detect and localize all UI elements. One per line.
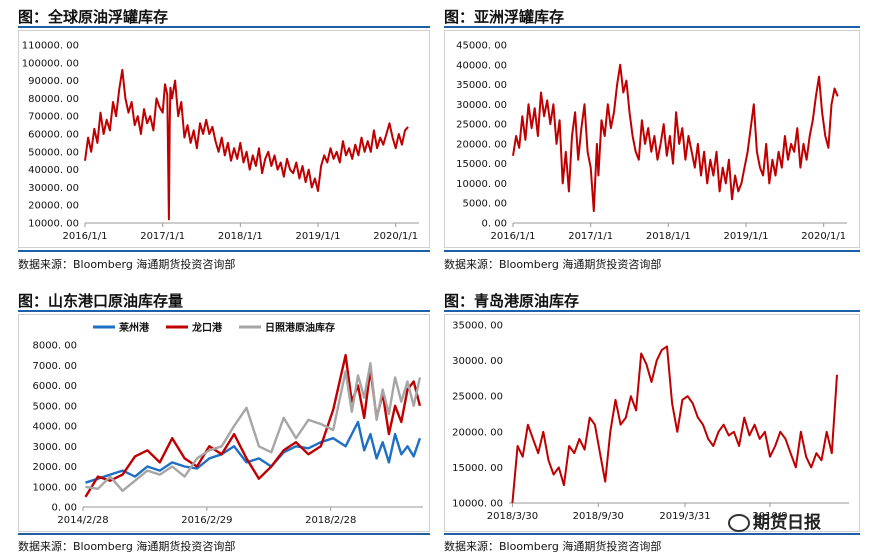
y-tick-label: 25000. 00 [452,392,503,403]
x-tick-label: 2016/2/29 [181,515,232,526]
panel-qingdao: 图：青岛港原油库存 10000. 00 15000. 00 20000. 00 250… [444,290,860,556]
source-rule [444,250,860,252]
y-tick-label: 15000. 00 [452,463,503,474]
x-tick-label: 2014/2/28 [57,515,108,526]
chart-global: 10000. 00 20000. 00 30000. 00 40000. 00 5000… [22,41,419,242]
y-tick-label: 100000. 00 [22,58,79,69]
y-tick-label: 60000. 00 [28,130,79,141]
y-tick-label: 110000. 00 [22,41,79,52]
x-tick-label: 2019/9 [752,511,787,522]
y-tick-label: 20000. 00 [452,427,503,438]
y-tick-label: 4000. 00 [32,422,77,433]
legend-label: 日照港原油库存 [265,321,335,334]
x-tick-label: 2020/1/1 [373,231,418,242]
y-tick-label: 30000. 00 [456,100,507,111]
x-tick-label: 2016/1/1 [491,231,536,242]
chart-title: 图：山东港口原油库存量 [18,292,184,310]
x-tick-label: 2018/9/30 [573,511,624,522]
y-tick-label: 3000. 00 [32,442,77,453]
x-tick-label: 2017/1/1 [568,231,613,242]
series-line-0 [512,63,839,213]
y-tick-label: 20000. 00 [28,201,79,212]
panel-shandong: 图：山东港口原油库存量 0. 00 1000. 00 2000. 00 3000. 0… [18,290,430,556]
x-tick-label: 2020/1/1 [801,231,846,242]
y-tick-label: 7000. 00 [32,361,77,372]
y-tick-label: 30000. 00 [452,356,503,367]
x-tick-label: 2018/1/1 [646,231,691,242]
series-line-0 [511,345,838,504]
source-rule [18,533,430,535]
title-rule [444,310,860,312]
x-tick-label: 2017/1/1 [140,231,185,242]
y-tick-label: 40000. 00 [28,165,79,176]
y-tick-label: 35000. 00 [456,80,507,91]
title-rule [444,26,860,28]
y-tick-label: 70000. 00 [28,112,79,123]
wechat-icon [728,514,750,532]
chart-frame: 0. 00 1000. 00 2000. 00 3000. 00 4000. 00 500… [18,314,430,532]
chart-title: 图：亚洲浮罐库存 [444,8,565,26]
y-tick-label: 90000. 00 [28,76,79,87]
series-line-2 [85,362,422,493]
chart-frame: 0. 00 5000. 00 10000. 00 15000. 00 20000. 00… [444,30,860,248]
series-line-1 [84,353,422,498]
chart-frame: 10000. 00 15000. 00 20000. 00 25000. 00 3000… [444,314,860,532]
y-tick-label: 0. 00 [52,503,77,514]
chart-title: 图：青岛港原油库存 [444,292,580,310]
y-tick-label: 8000. 00 [32,341,77,352]
legend-label: 莱州港 [119,321,150,334]
x-tick-label: 2019/3/31 [659,511,710,522]
chart-qingdao: 10000. 00 15000. 00 20000. 00 25000. 00 3000… [452,321,849,522]
y-tick-label: 30000. 00 [28,183,79,194]
y-tick-label: 10000. 00 [28,219,79,230]
y-tick-label: 35000. 00 [452,321,503,332]
y-tick-label: 5000. 00 [32,401,77,412]
y-tick-label: 10000. 00 [456,179,507,190]
y-tick-label: 80000. 00 [28,94,79,105]
source-note: 数据来源：Bloomberg 海通期货投资咨询部 [18,540,236,553]
x-tick-label: 2019/1/1 [296,231,341,242]
y-tick-label: 5000. 00 [462,199,507,210]
chart-frame: 10000. 00 20000. 00 30000. 00 40000. 00 5000… [18,30,430,248]
y-tick-label: 6000. 00 [32,381,77,392]
title-rule [18,310,430,312]
y-tick-label: 1000. 00 [32,482,77,493]
y-tick-label: 25000. 00 [456,120,507,131]
watermark: 期货日报 [728,508,821,533]
source-note: 数据来源：Bloomberg 海通期货投资咨询部 [444,540,662,553]
y-tick-label: 10000. 00 [452,499,503,510]
y-tick-label: 15000. 00 [456,159,507,170]
title-rule [18,26,430,28]
series-line-0 [85,420,422,484]
chart-shandong: 0. 00 1000. 00 2000. 00 3000. 00 4000. 00 500… [32,321,423,526]
x-tick-label: 2018/3/30 [487,511,538,522]
y-tick-label: 2000. 00 [32,462,77,473]
source-note: 数据来源：Bloomberg 海通期货投资咨询部 [444,258,662,271]
chart-title: 图：全球原油浮罐库存 [18,8,169,26]
x-tick-label: 2018/2/28 [305,515,356,526]
y-tick-label: 20000. 00 [456,139,507,150]
panel-global: 图：全球原油浮罐库存 10000. 00 20000. 00 30000. 00 40… [18,6,430,276]
chart-asia: 0. 00 5000. 00 10000. 00 15000. 00 20000. 00… [456,41,847,242]
legend-label: 龙口港 [191,321,223,334]
y-tick-label: 40000. 00 [456,60,507,71]
source-rule [444,533,860,535]
series-line-0 [84,68,409,221]
panel-asia: 图：亚洲浮罐库存 0. 00 5000. 00 10000. 00 15000. 00… [444,6,860,276]
y-tick-label: 50000. 00 [28,147,79,158]
x-tick-label: 2019/1/1 [724,231,769,242]
x-tick-label: 2016/1/1 [63,231,108,242]
y-tick-label: 0. 00 [482,219,507,230]
x-tick-label: 2018/1/1 [218,231,263,242]
watermark-text: 期货日报 [753,513,821,533]
source-note: 数据来源：Bloomberg 海通期货投资咨询部 [18,258,236,271]
source-rule [18,250,430,252]
y-tick-label: 45000. 00 [456,41,507,52]
